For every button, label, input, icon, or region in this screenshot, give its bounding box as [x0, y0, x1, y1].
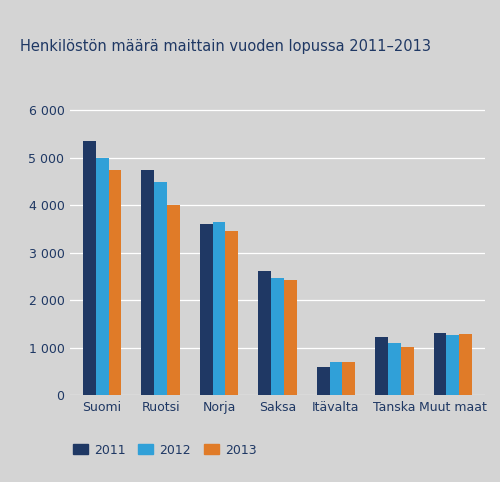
- Text: Henkilöstön määrä maittain vuoden lopussa 2011–2013: Henkilöstön määrä maittain vuoden lopuss…: [20, 39, 431, 54]
- Bar: [271, 278, 284, 395]
- Bar: [401, 348, 413, 395]
- Bar: [200, 225, 212, 395]
- Bar: [142, 170, 154, 395]
- Bar: [342, 362, 355, 395]
- Bar: [96, 158, 108, 395]
- Bar: [108, 170, 122, 395]
- Bar: [434, 333, 446, 395]
- Legend: 2011, 2012, 2013: 2011, 2012, 2013: [68, 439, 262, 461]
- Bar: [375, 337, 388, 395]
- Bar: [167, 205, 180, 395]
- Bar: [460, 335, 472, 395]
- Bar: [388, 343, 401, 395]
- Bar: [330, 362, 342, 395]
- Bar: [226, 230, 238, 395]
- Bar: [258, 271, 271, 395]
- Bar: [83, 141, 96, 395]
- Bar: [316, 367, 330, 395]
- Bar: [284, 281, 297, 395]
- Bar: [154, 182, 167, 395]
- Bar: [446, 335, 460, 395]
- Bar: [212, 222, 226, 395]
